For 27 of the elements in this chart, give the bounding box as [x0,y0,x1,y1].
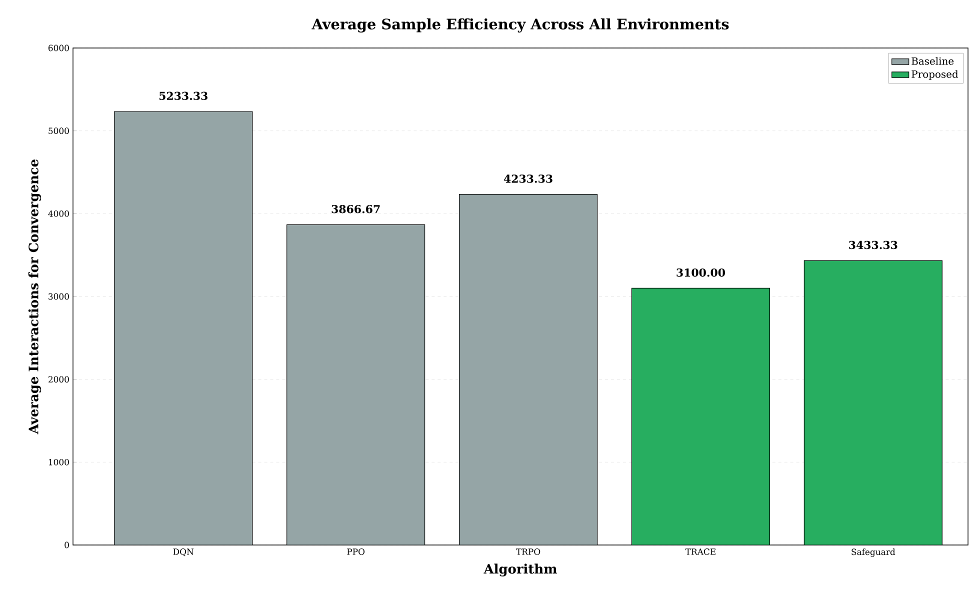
y-tick-label: 0 [64,542,69,548]
y-tick-label: 2000 [48,376,69,383]
y-tick-label: 3000 [48,293,69,300]
y-tick-label: 1000 [48,458,69,466]
bar [286,224,426,545]
y-tick-label: 6000 [48,44,69,52]
y-axis-title: Average Interactions for Convergence [28,160,42,434]
y-tick-label: 4000 [48,210,69,217]
x-tick-label: TRPO [516,548,540,555]
chart-title: Average Sample Efficiency Across All Environments [312,18,729,33]
legend-label: Proposed [912,70,958,80]
x-tick-label: DQN [173,548,194,556]
x-tick-label: TRACE [685,548,716,555]
data-label: 4233.33 [504,174,552,183]
bar [458,194,598,545]
data-label: 5233.33 [159,92,208,100]
bar [804,260,942,545]
data-label: 3433.33 [849,240,898,250]
bar [631,288,770,545]
bar [114,111,253,545]
x-axis-title: Algorithm [484,564,557,576]
legend-label: Baseline [912,57,954,65]
x-tick-label: PPO [347,548,365,555]
x-tick-label: Safeguard [852,548,896,557]
data-label: 3866.67 [332,204,380,214]
data-label: 3100.00 [676,268,725,277]
y-tick-label: 5000 [48,128,69,134]
